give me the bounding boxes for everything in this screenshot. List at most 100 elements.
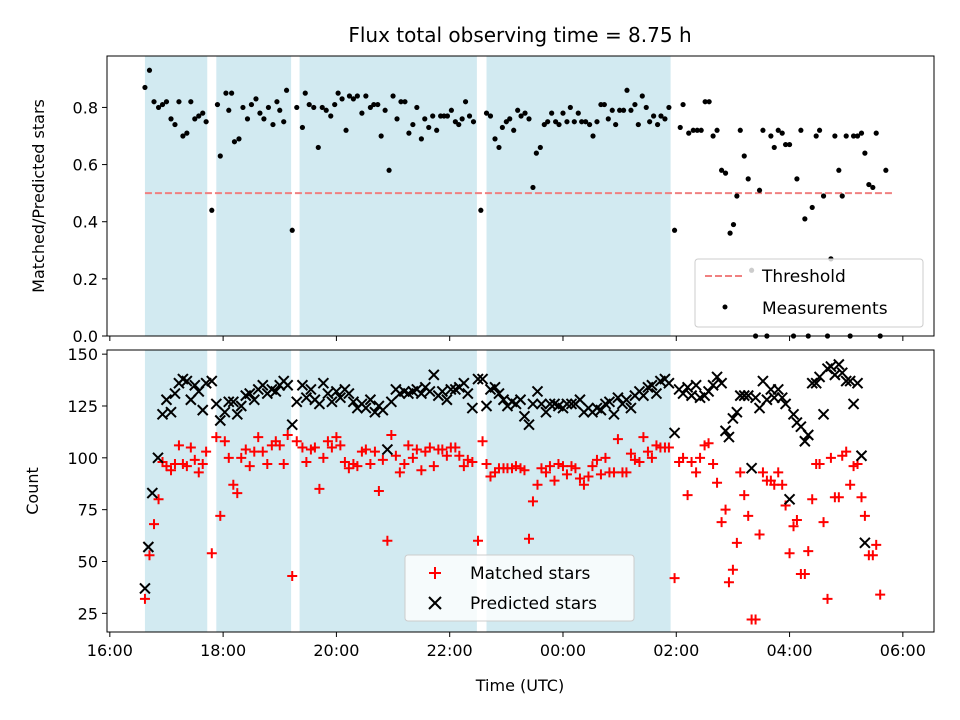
predicted-star-marker [799,435,811,447]
measurement-point [406,130,412,136]
y-tick-label: 50 [78,553,98,572]
measurement-point [654,121,661,128]
measurement-point [515,107,521,113]
predicted-star-marker [343,387,355,400]
predicted-star-marker [441,394,453,406]
predicted-star-marker [565,398,578,410]
predicted-star-marker [625,402,637,414]
predicted-star-marker [783,493,796,506]
measurement-point [722,170,729,176]
predicted-star-marker [326,396,338,408]
predicted-star-marker [787,408,800,420]
top-y-ticks: 0.0 0.2 0.4 0.6 0.8 [73,98,107,346]
measurement-point [522,110,528,116]
measurement-point [662,116,668,122]
matched-star-marker [663,442,674,453]
matched-star-marker [144,550,155,561]
predicted-star-marker [146,487,159,499]
measurement-point [248,101,255,108]
measurement-points [142,67,889,339]
matched-star-marker [625,448,636,459]
matched-star-marker [727,564,738,575]
predicted-star-marker [535,398,548,410]
predicted-star-marker [859,537,871,549]
measurement-point [302,90,308,96]
matched-star-marker [716,517,727,528]
measurement-point [163,99,170,105]
measurement-point [335,90,341,96]
matched-star-marker [223,452,234,463]
matched-star-marker [274,440,285,451]
measurement-point [786,141,793,148]
matched-star-marker [510,461,521,472]
x-tick-label: 04:00 [767,641,813,660]
measurement-point [541,121,547,128]
matched-star-marker [519,465,530,476]
predicted-star-marker [291,396,303,408]
y-tick-label: 75 [78,501,98,520]
y-tick-label: 125 [67,397,98,416]
measurement-point [142,84,148,91]
predicted-star-marker [445,383,457,396]
matched-star-marker [467,456,478,467]
predicted-star-marker [531,385,544,398]
matched-star-marker [695,452,706,463]
matched-star-marker [291,436,302,447]
measurement-point [359,110,365,116]
matched-star-marker [339,456,350,467]
measurement-point [813,133,819,139]
measurement-point [694,127,700,133]
measurement-point [571,119,577,125]
measurement-point [422,116,428,122]
matched-star-marker [403,440,414,451]
predicted-star-marker [561,398,573,410]
predicted-star-marker [715,377,728,389]
measurement-point [647,119,653,125]
matched-star-marker [818,517,829,528]
measurement-point [526,116,532,122]
matched-star-marker [262,459,273,470]
measurement-point [192,116,198,122]
matched-star-marker [244,461,255,472]
matched-star-marker [731,537,742,548]
y-tick-label: 150 [67,345,98,364]
matched-star-marker [257,446,268,457]
predicted-star-marker [206,375,218,387]
matched-star-marker [369,446,380,457]
matched-star-marker [236,452,247,463]
predicted-star-marker [428,369,440,381]
predicted-star-marker [677,387,689,400]
measurement-point [883,167,889,173]
threshold-legend-label: Threshold [761,267,846,287]
measurement-point [617,107,623,113]
predicted-star-marker [160,394,173,406]
top-observing-windows [144,56,671,336]
measurement-point [873,130,879,136]
measurement-point [261,116,267,122]
predicted-star-marker [214,414,226,427]
matched-star-marker [841,446,852,457]
predicted-star-marker [257,379,269,391]
measurement-point [620,107,627,113]
matched-star-marker [240,444,251,455]
matched-star-marker [735,467,746,478]
measurement-point [499,124,505,131]
predicted-star-marker [540,406,552,418]
matched-star-marker [416,465,427,476]
matched-star-marker [703,438,714,449]
predicted-star-marker [270,385,282,398]
measurement-point [698,127,704,133]
measurement-point [575,110,581,116]
measurement-point [378,133,384,139]
matched-star-marker [757,467,768,478]
measurement-point [311,104,317,111]
matched-star-marker [875,589,886,600]
measurement-point [706,99,712,105]
measurement-point [545,119,551,125]
matched-star-marker [523,533,534,544]
matched-star-marker [845,479,856,490]
measurement-point [594,119,600,125]
measurement-point [200,110,206,116]
predicted-star-marker [608,408,620,420]
measurement-point [639,93,645,99]
